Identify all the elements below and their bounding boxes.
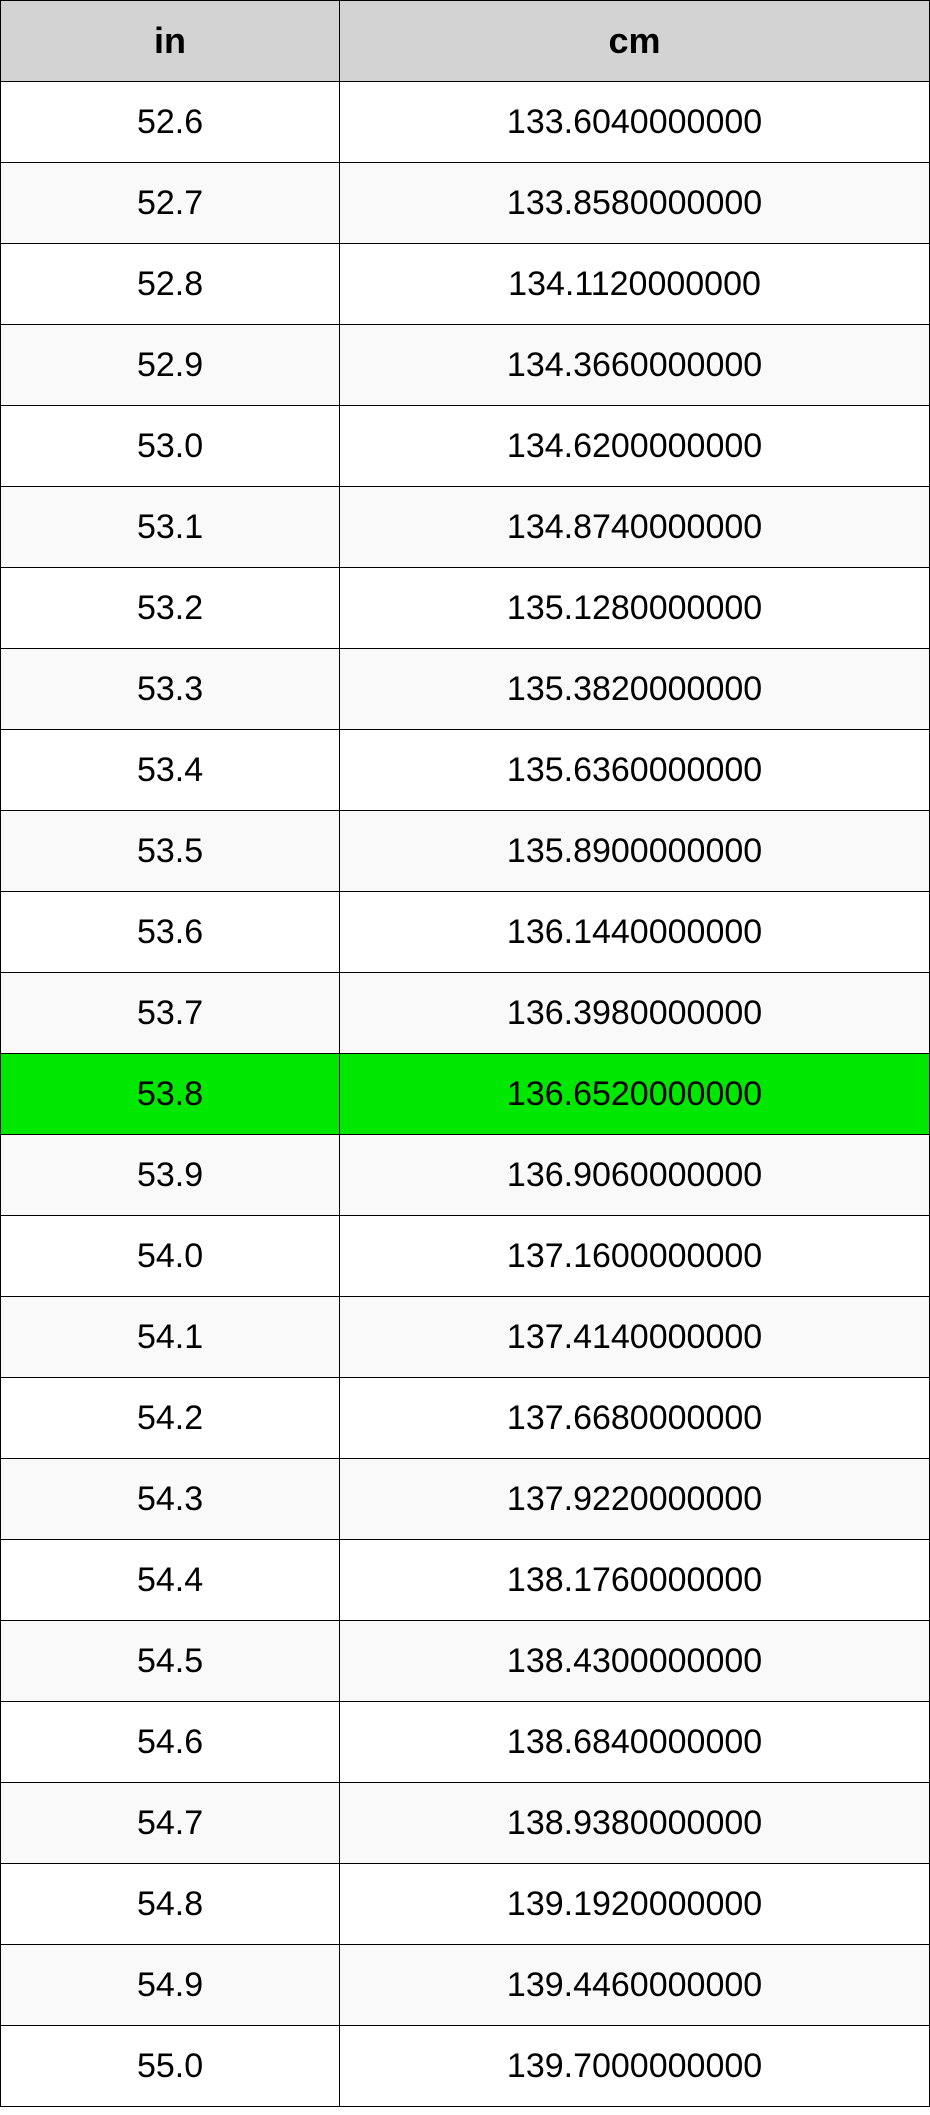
cell-in: 54.5: [1, 1621, 340, 1702]
cell-in: 54.4: [1, 1540, 340, 1621]
cell-cm: 134.1120000000: [340, 244, 930, 325]
cell-in: 52.7: [1, 163, 340, 244]
cell-cm: 138.4300000000: [340, 1621, 930, 1702]
table-row: 54.0137.1600000000: [1, 1216, 930, 1297]
cell-cm: 139.7000000000: [340, 2026, 930, 2107]
cell-in: 52.8: [1, 244, 340, 325]
cell-in: 52.6: [1, 82, 340, 163]
cell-in: 52.9: [1, 325, 340, 406]
column-header-cm: cm: [340, 1, 930, 82]
cell-in: 53.5: [1, 811, 340, 892]
cell-in: 53.4: [1, 730, 340, 811]
table-row: 54.6138.6840000000: [1, 1702, 930, 1783]
table-body: 52.6133.604000000052.7133.858000000052.8…: [1, 82, 930, 2107]
cell-cm: 138.1760000000: [340, 1540, 930, 1621]
cell-cm: 137.6680000000: [340, 1378, 930, 1459]
table-row: 54.1137.4140000000: [1, 1297, 930, 1378]
cell-cm: 133.6040000000: [340, 82, 930, 163]
cell-in: 53.6: [1, 892, 340, 973]
table-row: 54.4138.1760000000: [1, 1540, 930, 1621]
table-row: 53.6136.1440000000: [1, 892, 930, 973]
cell-cm: 134.3660000000: [340, 325, 930, 406]
table-row: 54.8139.1920000000: [1, 1864, 930, 1945]
cell-cm: 135.8900000000: [340, 811, 930, 892]
cell-cm: 136.9060000000: [340, 1135, 930, 1216]
cell-in: 54.9: [1, 1945, 340, 2026]
table-row: 54.2137.6680000000: [1, 1378, 930, 1459]
cell-in: 55.0: [1, 2026, 340, 2107]
table-row: 54.3137.9220000000: [1, 1459, 930, 1540]
cell-in: 54.0: [1, 1216, 340, 1297]
cell-in: 53.2: [1, 568, 340, 649]
cell-cm: 135.6360000000: [340, 730, 930, 811]
cell-cm: 135.3820000000: [340, 649, 930, 730]
table-row: 55.0139.7000000000: [1, 2026, 930, 2107]
cell-in: 54.7: [1, 1783, 340, 1864]
column-header-in: in: [1, 1, 340, 82]
table-row: 52.6133.6040000000: [1, 82, 930, 163]
cell-in: 53.9: [1, 1135, 340, 1216]
cell-cm: 139.1920000000: [340, 1864, 930, 1945]
conversion-table: in cm 52.6133.604000000052.7133.85800000…: [0, 0, 930, 2107]
table-row: 52.9134.3660000000: [1, 325, 930, 406]
table-row: 53.4135.6360000000: [1, 730, 930, 811]
cell-cm: 139.4460000000: [340, 1945, 930, 2026]
cell-in: 53.3: [1, 649, 340, 730]
cell-in: 54.2: [1, 1378, 340, 1459]
cell-in: 53.0: [1, 406, 340, 487]
cell-in: 54.3: [1, 1459, 340, 1540]
cell-in: 54.1: [1, 1297, 340, 1378]
cell-cm: 137.4140000000: [340, 1297, 930, 1378]
cell-cm: 136.3980000000: [340, 973, 930, 1054]
table-row: 52.7133.8580000000: [1, 163, 930, 244]
table-row: 53.9136.9060000000: [1, 1135, 930, 1216]
cell-cm: 138.9380000000: [340, 1783, 930, 1864]
table-row: 54.7138.9380000000: [1, 1783, 930, 1864]
cell-cm: 136.1440000000: [340, 892, 930, 973]
table-row: 53.7136.3980000000: [1, 973, 930, 1054]
table-row: 53.5135.8900000000: [1, 811, 930, 892]
cell-cm: 134.8740000000: [340, 487, 930, 568]
table-row: 53.2135.1280000000: [1, 568, 930, 649]
table-row: 53.1134.8740000000: [1, 487, 930, 568]
cell-cm: 133.8580000000: [340, 163, 930, 244]
cell-in: 53.1: [1, 487, 340, 568]
cell-cm: 136.6520000000: [340, 1054, 930, 1135]
cell-cm: 134.6200000000: [340, 406, 930, 487]
cell-in: 54.8: [1, 1864, 340, 1945]
cell-cm: 135.1280000000: [340, 568, 930, 649]
table-row: 53.0134.6200000000: [1, 406, 930, 487]
cell-cm: 137.9220000000: [340, 1459, 930, 1540]
cell-in: 53.8: [1, 1054, 340, 1135]
table-header-row: in cm: [1, 1, 930, 82]
table-row: 53.3135.3820000000: [1, 649, 930, 730]
table-row: 52.8134.1120000000: [1, 244, 930, 325]
cell-cm: 137.1600000000: [340, 1216, 930, 1297]
cell-in: 54.6: [1, 1702, 340, 1783]
table-row: 54.9139.4460000000: [1, 1945, 930, 2026]
table-row: 53.8136.6520000000: [1, 1054, 930, 1135]
cell-cm: 138.6840000000: [340, 1702, 930, 1783]
table-row: 54.5138.4300000000: [1, 1621, 930, 1702]
cell-in: 53.7: [1, 973, 340, 1054]
